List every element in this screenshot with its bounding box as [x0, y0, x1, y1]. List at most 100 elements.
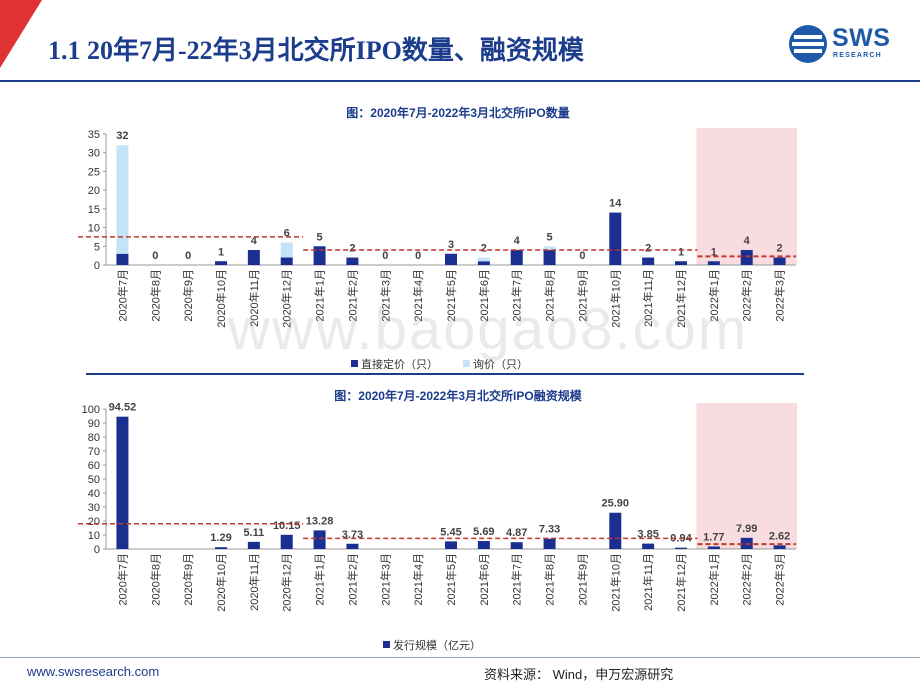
x-tick-label: 2021年4月	[411, 553, 425, 606]
x-tick-label: 2021年12月	[674, 269, 688, 328]
bar-primary	[116, 416, 129, 549]
bar-primary	[675, 261, 687, 265]
x-tick-label: 2021年9月	[575, 269, 589, 322]
x-tick-label: 2021年10月	[608, 553, 622, 612]
x-tick-label: 2021年12月	[674, 553, 688, 612]
data-label: 7.99	[736, 523, 757, 535]
data-label: 1.77	[703, 532, 724, 544]
bar-primary	[707, 546, 720, 549]
bar-primary	[346, 543, 359, 549]
bar-primary	[642, 543, 655, 549]
y-tick-label: 60	[88, 460, 100, 472]
legend-swatch	[383, 641, 390, 648]
x-tick-label: 2021年11月	[641, 553, 655, 611]
sws-logo: SWS RESEARCH	[788, 22, 912, 66]
x-tick-label: 2020年11月	[247, 269, 261, 327]
slide-title: 1.1 20年7月-22年3月北交所IPO数量、融资规模	[48, 36, 584, 65]
data-label: 1.29	[210, 532, 231, 544]
bar-primary	[707, 261, 720, 265]
x-tick-label: 2021年1月	[313, 553, 327, 606]
x-tick-label: 2021年6月	[477, 553, 491, 606]
data-label: 1	[218, 246, 224, 258]
bar-primary	[675, 547, 687, 549]
footer-rule	[0, 657, 920, 658]
bar-secondary	[116, 145, 129, 254]
x-tick-label: 2020年10月	[214, 553, 228, 612]
x-tick-label: 2020年8月	[148, 553, 162, 606]
data-label: 1	[678, 246, 684, 258]
logo-text: SWS	[832, 24, 891, 52]
data-label: 5	[547, 231, 553, 243]
data-label: 4.87	[506, 527, 527, 539]
x-tick-label: 2021年11月	[641, 269, 655, 327]
legend-swatch	[463, 360, 470, 367]
data-label: 2	[777, 243, 783, 255]
x-tick-label: 2022年1月	[707, 269, 721, 322]
data-label: 1	[711, 246, 717, 258]
x-tick-label: 2020年7月	[115, 269, 129, 322]
x-tick-label: 2021年3月	[378, 553, 392, 606]
x-tick-label: 2022年3月	[773, 553, 787, 606]
x-tick-label: 2021年2月	[345, 269, 359, 322]
y-tick-label: 90	[88, 418, 100, 430]
x-tick-label: 2022年1月	[707, 553, 721, 606]
y-tick-label: 20	[88, 185, 100, 197]
bar-primary	[116, 253, 129, 265]
y-tick-label: 80	[88, 432, 100, 444]
y-tick-label: 25	[88, 166, 100, 178]
highlight-band	[696, 128, 797, 265]
data-label: 0	[185, 250, 191, 262]
bar-primary	[477, 261, 490, 265]
ipo-financing-chart: 图：2020年7月-2022年3月北交所IPO融资规模 0 10 20 30 40 50 60…	[78, 388, 797, 652]
chart-title: 图：2020年7月-2022年3月北交所IPO数量	[346, 105, 569, 120]
corner-accent	[0, 0, 42, 68]
logo-subtext: RESEARCH	[833, 52, 882, 59]
bar-primary	[543, 250, 556, 265]
source-note: 资料来源： Wind，申万宏源研究	[484, 667, 674, 682]
data-label: 2	[481, 243, 487, 255]
data-label: 5.69	[473, 526, 494, 538]
data-label: 10.15	[273, 520, 301, 532]
data-label: 7.33	[539, 524, 560, 536]
data-label: 0	[579, 250, 585, 262]
y-tick-label: 40	[88, 488, 100, 500]
bar-primary	[313, 530, 326, 549]
x-tick-label: 2021年8月	[543, 269, 557, 322]
data-label: 5.11	[243, 527, 264, 539]
x-tick-label: 2022年2月	[740, 269, 754, 322]
y-tick-label: 10	[88, 223, 100, 235]
chart-divider	[86, 373, 804, 375]
y-tick-label: 5	[94, 241, 100, 253]
x-tick-label: 2021年3月	[378, 269, 392, 322]
bar-secondary	[280, 242, 293, 258]
data-label: 94.52	[109, 402, 137, 414]
legend-label: 发行规模（亿元）	[393, 638, 481, 652]
data-label: 0	[415, 250, 421, 262]
y-tick-label: 50	[88, 474, 100, 486]
x-tick-label: 2021年6月	[477, 269, 491, 322]
data-label: 5.45	[440, 526, 461, 538]
bar-primary	[773, 257, 786, 265]
x-tick-label: 2020年7月	[115, 553, 129, 606]
x-tick-label: 2021年9月	[575, 553, 589, 606]
bar-primary	[346, 257, 359, 265]
x-tick-label: 2021年7月	[510, 269, 524, 322]
x-tick-label: 2022年2月	[740, 553, 754, 606]
x-tick-label: 2021年1月	[313, 269, 327, 322]
x-tick-label: 2021年2月	[345, 553, 359, 606]
bar-primary	[609, 212, 622, 265]
footer-link[interactable]: www.swsresearch.com	[27, 664, 160, 679]
data-label: 2	[645, 243, 651, 255]
data-label: 3	[448, 239, 454, 251]
data-label: 25.90	[602, 498, 630, 510]
x-tick-label: 2022年3月	[773, 269, 787, 322]
x-tick-label: 2021年5月	[444, 553, 458, 606]
y-tick-label: 30	[88, 502, 100, 514]
data-label: 2.62	[769, 530, 790, 542]
x-tick-label: 2020年11月	[247, 553, 261, 611]
bar-primary	[740, 250, 753, 265]
bar-primary	[510, 250, 523, 265]
title-rule	[0, 80, 920, 82]
bar-primary	[280, 534, 293, 549]
data-label: 13.28	[306, 515, 334, 527]
